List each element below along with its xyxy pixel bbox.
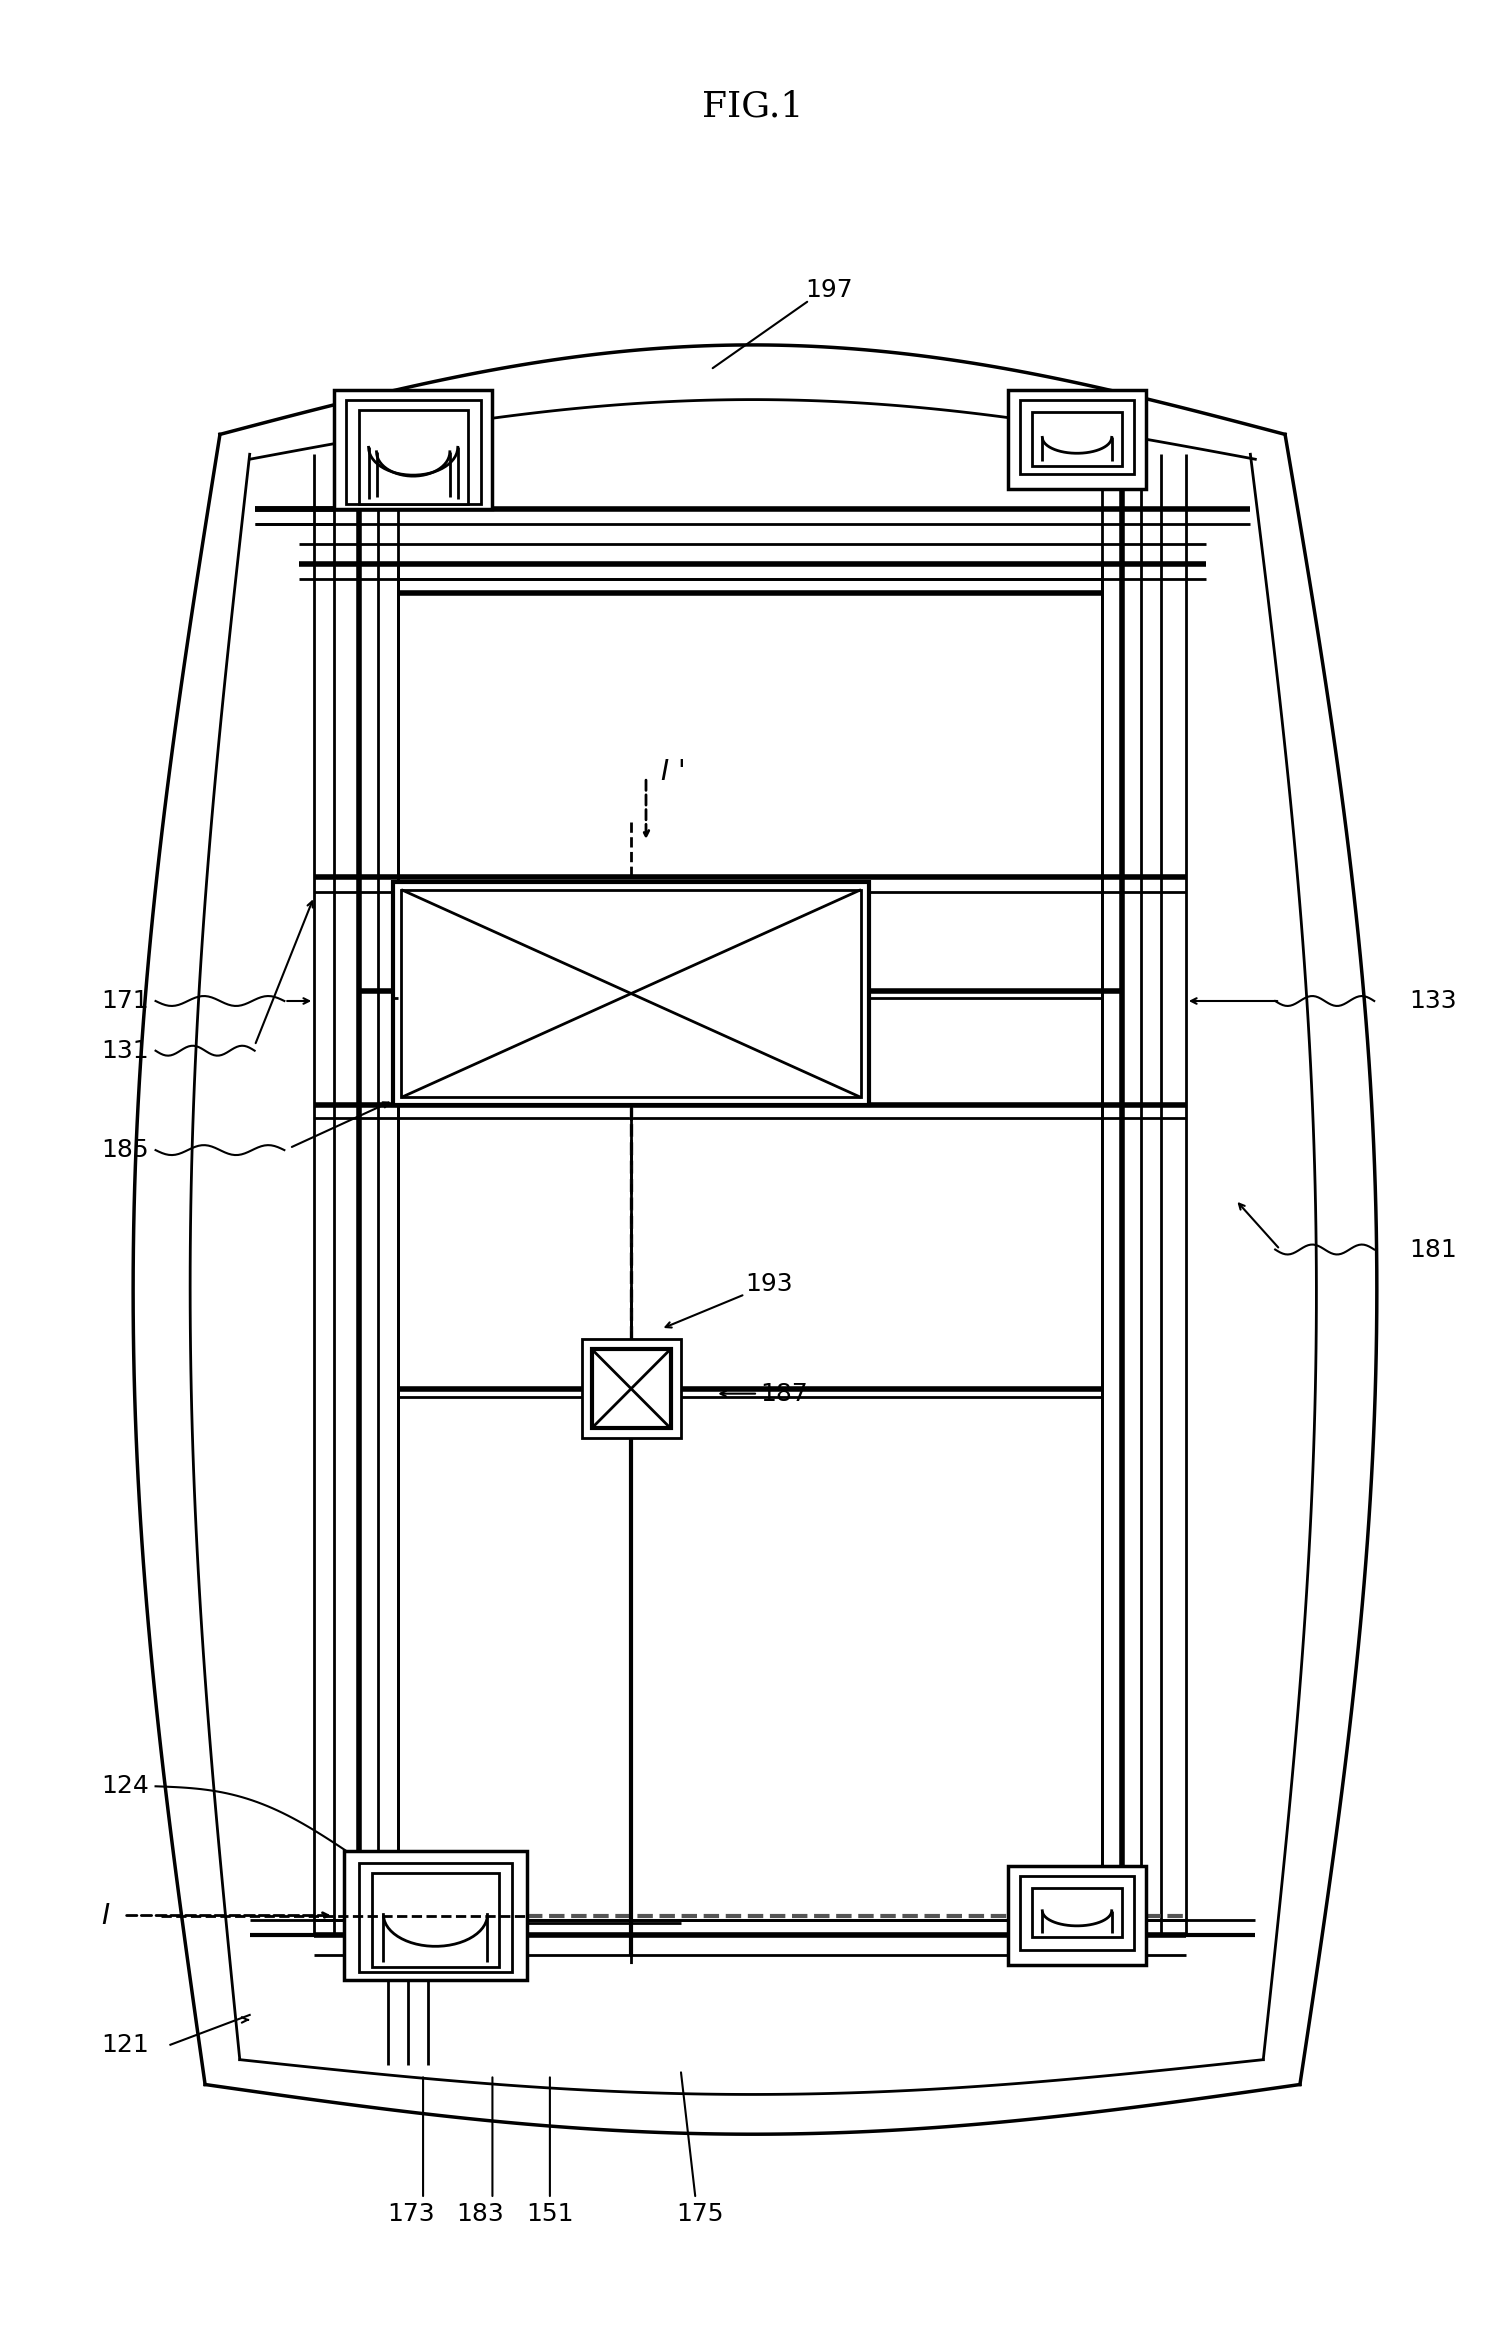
Text: 173: 173 bbox=[387, 2201, 436, 2227]
Bar bbox=[1032, 411, 1121, 467]
Bar bbox=[393, 882, 870, 1106]
Text: 124: 124 bbox=[101, 1774, 149, 1797]
Text: 171: 171 bbox=[101, 990, 149, 1013]
Text: 197: 197 bbox=[805, 278, 853, 301]
Bar bbox=[1020, 1877, 1135, 1951]
Text: 183: 183 bbox=[457, 2201, 505, 2227]
Bar bbox=[1008, 1865, 1147, 1965]
Bar bbox=[582, 1340, 681, 1438]
Bar bbox=[592, 1349, 671, 1428]
Text: 185: 185 bbox=[101, 1139, 149, 1162]
Text: 193: 193 bbox=[744, 1272, 793, 1295]
Bar bbox=[1008, 390, 1147, 490]
Text: 121: 121 bbox=[101, 2033, 149, 2056]
Text: 131: 131 bbox=[101, 1039, 149, 1062]
Bar bbox=[345, 399, 481, 504]
Text: 151: 151 bbox=[526, 2201, 574, 2227]
Text: 175: 175 bbox=[677, 2201, 725, 2227]
Bar bbox=[344, 1851, 527, 1979]
Bar bbox=[359, 1863, 512, 1972]
Bar bbox=[359, 408, 467, 504]
Text: FIG.1: FIG.1 bbox=[702, 89, 803, 124]
Bar bbox=[335, 390, 493, 509]
Bar bbox=[1032, 1888, 1121, 1937]
Text: 133: 133 bbox=[1409, 990, 1457, 1013]
Bar bbox=[401, 889, 860, 1097]
Text: I: I bbox=[101, 1902, 109, 1930]
Text: I ': I ' bbox=[662, 759, 686, 787]
Text: 181: 181 bbox=[1409, 1237, 1457, 1260]
Bar bbox=[372, 1872, 499, 1968]
Bar bbox=[1020, 399, 1135, 474]
Text: 187: 187 bbox=[760, 1382, 808, 1405]
